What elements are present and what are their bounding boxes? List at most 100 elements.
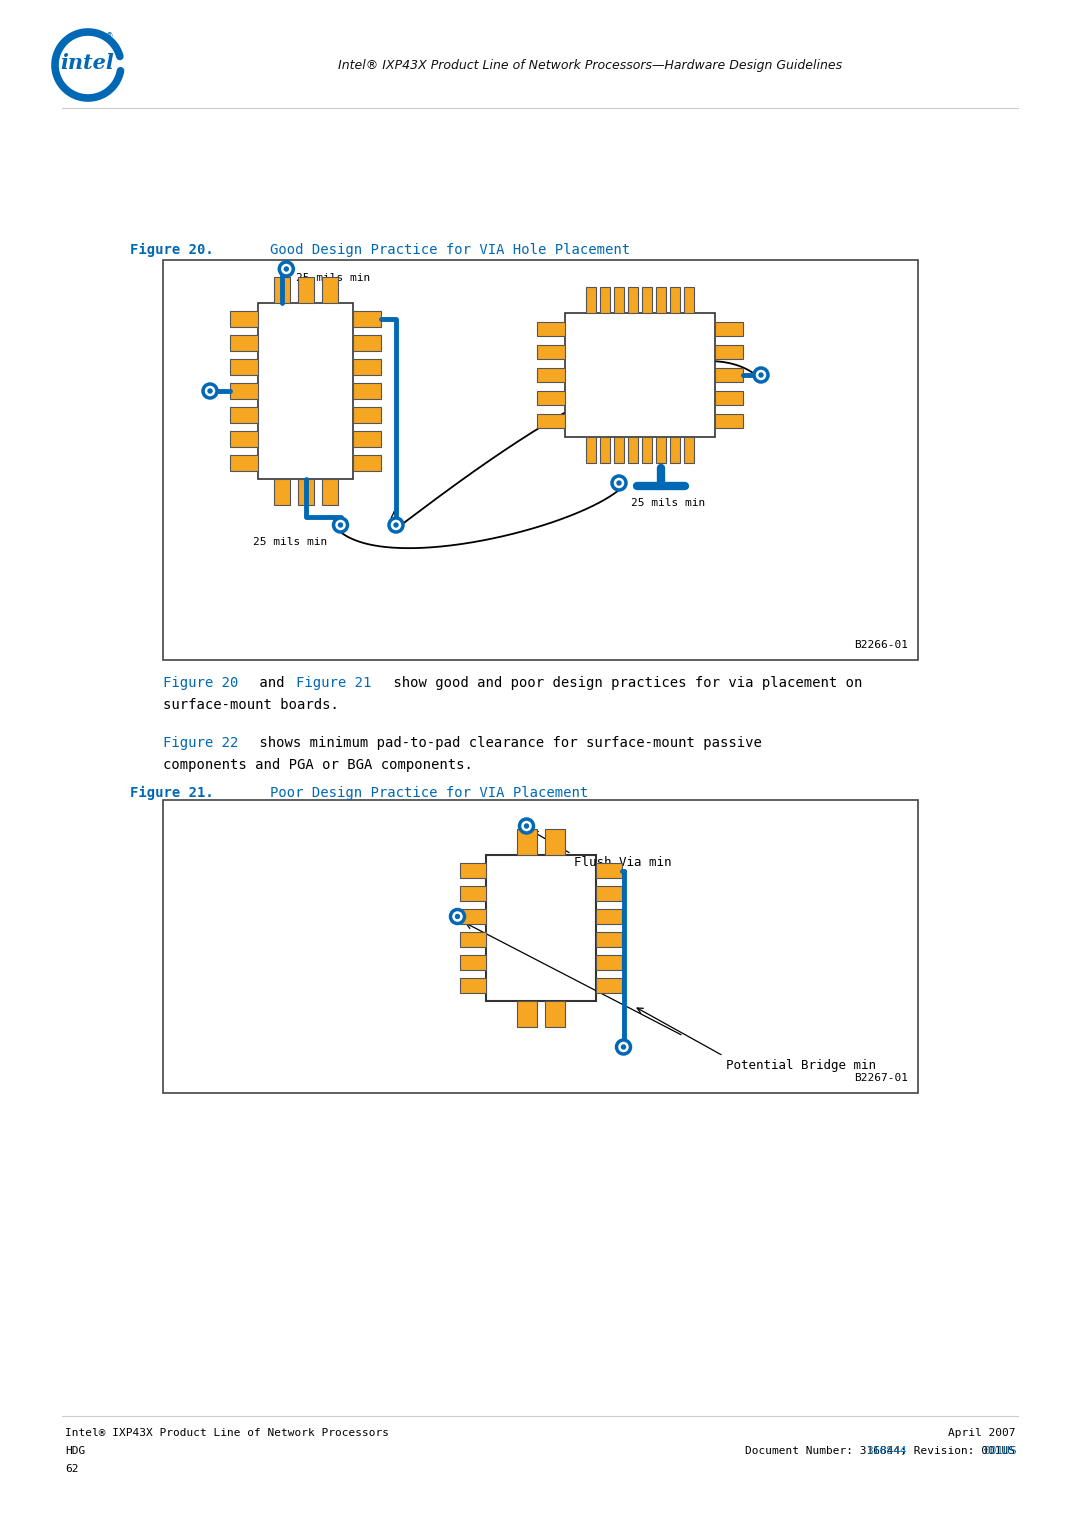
Text: 25 mils min: 25 mils min — [296, 274, 370, 283]
Bar — [459, 863, 486, 879]
Text: 25 mils min: 25 mils min — [253, 536, 327, 547]
Text: surface-mount boards.: surface-mount boards. — [163, 698, 339, 712]
Bar — [353, 455, 381, 471]
Bar — [642, 287, 652, 313]
Bar — [684, 437, 694, 463]
Circle shape — [280, 261, 294, 277]
Circle shape — [334, 518, 348, 532]
Bar — [459, 932, 486, 947]
Text: Good Design Practice for VIA Hole Placement: Good Design Practice for VIA Hole Placem… — [270, 243, 630, 257]
Bar — [230, 406, 258, 423]
Circle shape — [617, 481, 621, 484]
Bar — [715, 391, 743, 405]
Bar — [600, 437, 610, 463]
Bar — [459, 909, 486, 924]
Circle shape — [389, 518, 403, 532]
Bar — [715, 368, 743, 382]
Text: Figure 20.: Figure 20. — [130, 243, 214, 257]
Bar — [163, 801, 918, 1093]
Text: intel: intel — [60, 53, 113, 73]
Text: Figure 22: Figure 22 — [163, 736, 239, 750]
Bar — [642, 437, 652, 463]
Text: and: and — [251, 675, 293, 691]
Bar — [537, 345, 565, 359]
Bar — [230, 384, 258, 399]
Bar — [670, 437, 680, 463]
Bar — [537, 368, 565, 382]
Text: 001US: 001US — [983, 1445, 1016, 1456]
Bar — [586, 287, 596, 313]
Circle shape — [759, 373, 762, 377]
Bar — [600, 287, 610, 313]
Bar — [353, 335, 381, 351]
Bar — [537, 322, 565, 336]
Bar — [459, 955, 486, 970]
Circle shape — [519, 819, 534, 833]
Text: B2266-01: B2266-01 — [854, 640, 908, 649]
Bar — [486, 856, 595, 1001]
Bar — [230, 431, 258, 448]
Bar — [715, 345, 743, 359]
Text: 316844: 316844 — [866, 1445, 907, 1456]
Bar — [273, 478, 289, 504]
Text: B2267-01: B2267-01 — [854, 1073, 908, 1083]
Circle shape — [338, 523, 342, 527]
Bar — [656, 437, 666, 463]
Bar — [627, 287, 638, 313]
Text: April 2007: April 2007 — [947, 1429, 1015, 1438]
Circle shape — [754, 368, 768, 382]
Circle shape — [621, 1045, 625, 1050]
Bar — [322, 277, 337, 303]
Text: HDG: HDG — [65, 1445, 85, 1456]
Bar — [258, 303, 353, 478]
Text: Flush Via min: Flush Via min — [573, 856, 671, 869]
Bar — [459, 886, 486, 902]
Bar — [459, 978, 486, 993]
Bar — [586, 437, 596, 463]
Circle shape — [394, 523, 399, 527]
Bar — [684, 287, 694, 313]
Text: 62: 62 — [65, 1464, 79, 1475]
Bar — [163, 260, 918, 660]
Text: Document Number: 316844; Revision: 001US: Document Number: 316844; Revision: 001US — [745, 1445, 1015, 1456]
Text: Potential Bridge min: Potential Bridge min — [726, 1059, 876, 1073]
Bar — [353, 384, 381, 399]
Text: show good and poor design practices for via placement on: show good and poor design practices for … — [384, 675, 862, 691]
Bar — [230, 359, 258, 374]
Bar — [230, 335, 258, 351]
Bar — [297, 277, 313, 303]
Bar — [297, 478, 313, 504]
Bar — [273, 277, 289, 303]
Bar — [715, 322, 743, 336]
Text: Figure 21: Figure 21 — [296, 675, 372, 691]
Bar — [627, 437, 638, 463]
Circle shape — [450, 909, 464, 923]
Circle shape — [612, 477, 626, 490]
Circle shape — [617, 1041, 631, 1054]
Text: shows minimum pad-to-pad clearance for surface-mount passive: shows minimum pad-to-pad clearance for s… — [251, 736, 761, 750]
Bar — [322, 478, 337, 504]
Bar — [353, 312, 381, 327]
Text: components and PGA or BGA components.: components and PGA or BGA components. — [163, 758, 473, 772]
Text: Poor Design Practice for VIA Placement: Poor Design Practice for VIA Placement — [270, 785, 589, 801]
Bar — [537, 391, 565, 405]
Circle shape — [203, 384, 217, 397]
Bar — [615, 437, 624, 463]
Bar — [595, 886, 621, 902]
Bar — [537, 414, 565, 428]
Text: Intel® IXP43X Product Line of Network Processors—Hardware Design Guidelines: Intel® IXP43X Product Line of Network Pr… — [338, 58, 842, 72]
Bar — [595, 932, 621, 947]
Circle shape — [284, 267, 288, 270]
Bar — [715, 414, 743, 428]
Text: Intel® IXP43X Product Line of Network Processors: Intel® IXP43X Product Line of Network Pr… — [65, 1429, 389, 1438]
Bar — [353, 359, 381, 374]
Circle shape — [208, 390, 212, 393]
Bar — [670, 287, 680, 313]
Text: Figure 20: Figure 20 — [163, 675, 239, 691]
Bar — [516, 1001, 537, 1027]
Bar — [353, 431, 381, 448]
Bar — [595, 863, 621, 879]
Circle shape — [456, 914, 459, 918]
Text: 25 mils min: 25 mils min — [631, 498, 705, 507]
Bar — [615, 287, 624, 313]
